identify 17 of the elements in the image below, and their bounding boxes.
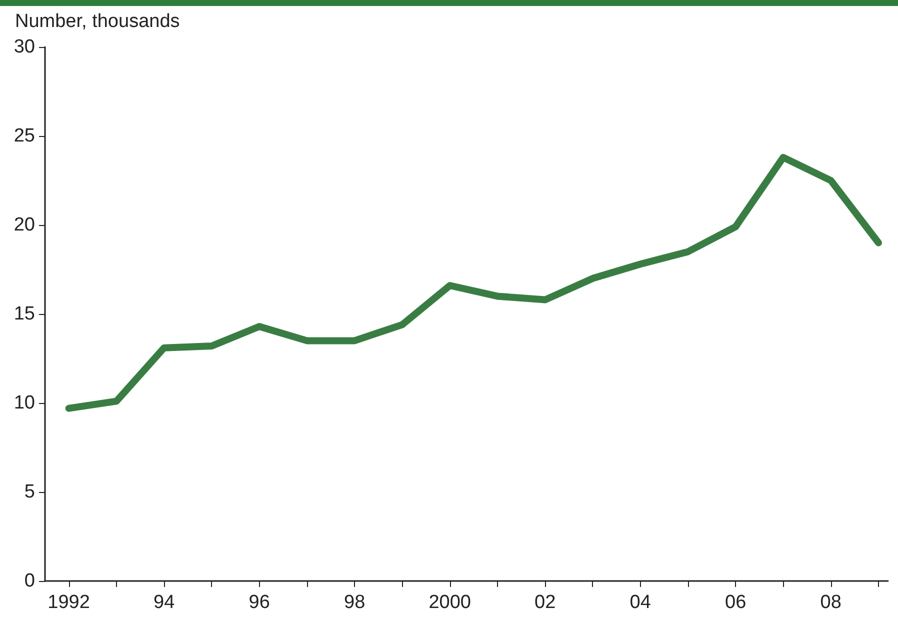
x-tick-label: 94 [153,592,176,613]
x-tick-label: 96 [248,592,270,613]
x-tick-label: 2000 [428,592,471,613]
y-tick-label: 25 [14,126,35,146]
x-tick-label: 08 [820,592,842,613]
y-tick-label: 20 [14,214,35,236]
y-tick-label: 15 [14,304,35,324]
x-tick-label: 04 [630,592,652,613]
y-tick-label: 30 [14,36,35,58]
y-axis-title: Number, thousands [15,11,180,32]
x-tick-label: 02 [534,592,556,613]
x-tick-label: 98 [344,592,366,613]
y-tick-label: 10 [14,392,35,414]
x-tick-label: 1992 [48,592,90,613]
y-tick-label: 0 [24,570,35,592]
y-tick-label: 5 [24,482,35,502]
x-tick-label: 06 [725,592,746,613]
